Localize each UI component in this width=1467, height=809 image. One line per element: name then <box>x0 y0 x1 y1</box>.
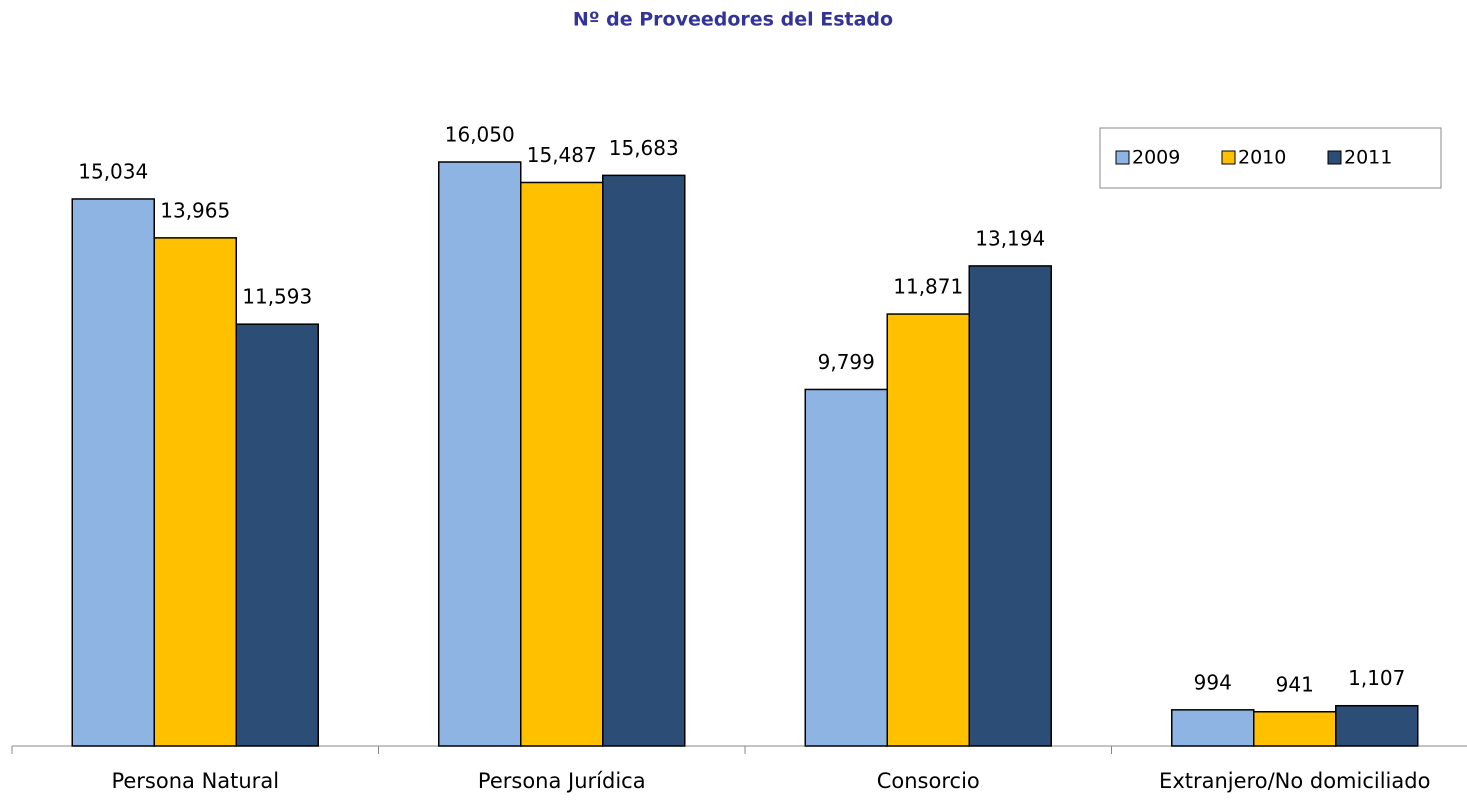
legend-label: 2010 <box>1238 147 1286 169</box>
legend-swatch <box>1327 150 1342 165</box>
bar <box>235 323 319 747</box>
bar <box>520 181 604 747</box>
data-label: 15,683 <box>609 136 679 160</box>
legend-box <box>1099 127 1442 189</box>
data-label: 11,593 <box>242 285 312 309</box>
bar <box>153 237 237 747</box>
bar <box>438 161 522 747</box>
bar <box>71 198 155 747</box>
data-label: 15,487 <box>527 143 597 167</box>
bar <box>602 174 686 747</box>
chart-title: Nº de Proveedores del Estado <box>573 9 893 31</box>
data-label: 13,194 <box>975 226 1045 250</box>
legend-swatch <box>1221 150 1236 165</box>
data-label: 13,965 <box>160 198 230 222</box>
data-label: 9,799 <box>818 350 875 374</box>
x-tick-label: Consorcio <box>877 769 980 793</box>
data-label: 1,107 <box>1348 666 1405 690</box>
legend-label: 2009 <box>1132 147 1180 169</box>
bar <box>1171 709 1255 747</box>
bar <box>804 388 888 747</box>
bar <box>968 265 1052 747</box>
data-label: 15,034 <box>78 159 148 183</box>
x-tick-label: Persona Jurídica <box>478 769 646 793</box>
bar <box>1253 711 1337 747</box>
x-tick-label: Persona Natural <box>111 769 279 793</box>
data-label: 941 <box>1276 672 1314 696</box>
data-label: 994 <box>1194 670 1232 694</box>
legend-label: 2011 <box>1344 147 1392 169</box>
data-label: 16,050 <box>445 123 515 147</box>
legend-swatch <box>1115 150 1130 165</box>
x-tick-label: Extranjero/No domiciliado <box>1159 769 1430 793</box>
bar <box>886 313 970 747</box>
bar <box>1335 704 1419 747</box>
data-label: 11,871 <box>893 275 963 299</box>
